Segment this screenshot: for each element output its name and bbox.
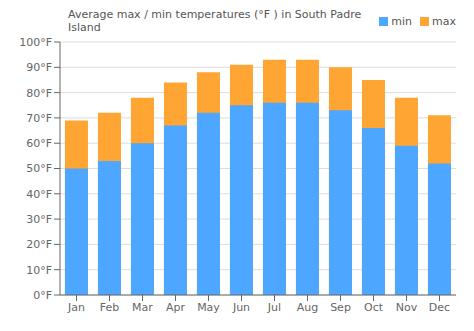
svg-text:Sep: Sep xyxy=(330,301,351,314)
svg-text:Jul: Jul xyxy=(267,301,281,314)
svg-text:20°F: 20°F xyxy=(26,238,52,251)
svg-text:Nov: Nov xyxy=(396,301,418,314)
svg-text:80°F: 80°F xyxy=(26,87,52,100)
svg-text:Oct: Oct xyxy=(364,301,384,314)
html-text:Average max / min temperatures: Average max / min temperatures (°F ) in … xyxy=(68,8,362,34)
svg-text:10°F: 10°F xyxy=(26,264,52,277)
svg-text:Dec: Dec xyxy=(429,301,450,314)
html-text:max: max xyxy=(432,14,456,28)
html-text:min: min xyxy=(391,14,412,28)
svg-text:Feb: Feb xyxy=(100,301,119,314)
svg-text:40°F: 40°F xyxy=(26,188,52,201)
svg-text:Apr: Apr xyxy=(166,301,186,314)
svg-text:May: May xyxy=(197,301,220,314)
svg-text:Jun: Jun xyxy=(232,301,250,314)
svg-text:60°F: 60°F xyxy=(26,137,52,150)
svg-text:Jan: Jan xyxy=(67,301,85,314)
svg-text:70°F: 70°F xyxy=(26,112,52,125)
svg-text:0°F: 0°F xyxy=(33,289,52,302)
svg-text:Aug: Aug xyxy=(297,301,318,314)
svg-text:50°F: 50°F xyxy=(26,162,52,175)
svg-text:Mar: Mar xyxy=(132,301,153,314)
svg-text:100°F: 100°F xyxy=(19,36,52,49)
svg-text:90°F: 90°F xyxy=(26,61,52,74)
svg-text:30°F: 30°F xyxy=(26,213,52,226)
